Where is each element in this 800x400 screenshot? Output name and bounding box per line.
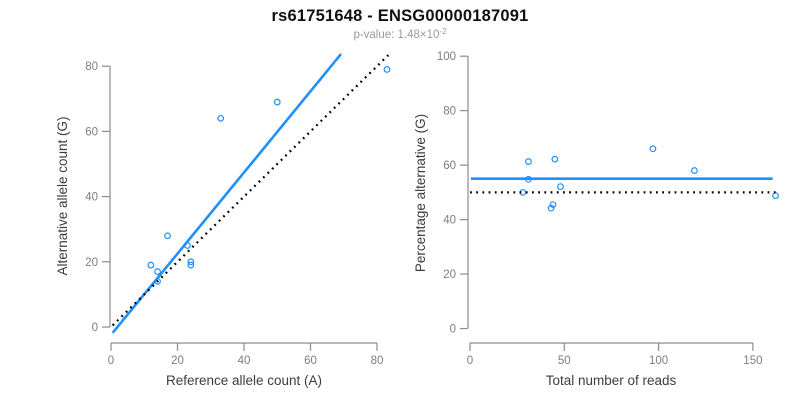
data-point (649, 145, 657, 153)
data-point (383, 66, 391, 73)
x-axis-label: Reference allele count (A) (166, 373, 322, 388)
data-point (147, 261, 155, 269)
y-tick-label: 0 (92, 322, 98, 334)
y-tick-label: 80 (85, 61, 98, 73)
y-tick-label: 40 (443, 215, 456, 227)
data-point (217, 114, 225, 122)
data-point (187, 261, 195, 269)
allele-count-scatter: 0 20 40 60 80 0 20 40 60 80 Reference allele count… (55, 53, 391, 388)
y-tick-label: 60 (443, 160, 456, 172)
chart-title: rs61751648 - ENSG00000187091 (271, 7, 529, 25)
x-tick-label: 40 (238, 355, 251, 367)
data-point (691, 167, 698, 174)
y-tick-label: 100 (437, 51, 456, 63)
x-tick-label: 150 (743, 355, 762, 367)
data-point (273, 98, 281, 106)
percentage-reads-scatter: 0 20 40 60 80 100 0 50 100 150 Total number of rea… (413, 51, 779, 388)
y-tick-label: 20 (85, 257, 98, 269)
p-value-exponent: -2 (439, 27, 447, 36)
y-axis-label: Alternative allele count (G) (55, 116, 70, 275)
data-point (772, 192, 779, 200)
y-tick-label: 60 (85, 126, 98, 138)
p-value-text: p-value: 1.48×10 (353, 29, 440, 41)
data-point (549, 201, 557, 209)
regression-line (111, 53, 343, 334)
data-point (187, 258, 195, 266)
data-point (154, 268, 161, 275)
data-point (557, 183, 564, 191)
x-axis-label: Total number of reads (546, 373, 677, 388)
y-axis-label: Percentage alternative (G) (413, 114, 428, 272)
x-tick-label: 0 (467, 355, 473, 367)
x-tick-label: 100 (649, 355, 668, 367)
x-tick-label: 0 (108, 355, 114, 367)
y-tick-label: 40 (85, 192, 98, 204)
data-point (547, 204, 555, 212)
x-tick-label: 20 (171, 355, 184, 367)
data-point (551, 155, 559, 163)
identity-line (111, 54, 390, 327)
x-tick-label: 60 (304, 355, 317, 367)
x-tick-label: 80 (371, 355, 384, 367)
x-tick-label: 50 (558, 355, 571, 367)
y-tick-label: 80 (443, 106, 456, 118)
data-point (164, 232, 171, 240)
data-point (525, 158, 532, 165)
y-tick-label: 0 (450, 324, 456, 336)
y-tick-label: 20 (443, 269, 456, 281)
p-value-subtitle: p-value: 1.48×10-2 (0, 27, 800, 41)
